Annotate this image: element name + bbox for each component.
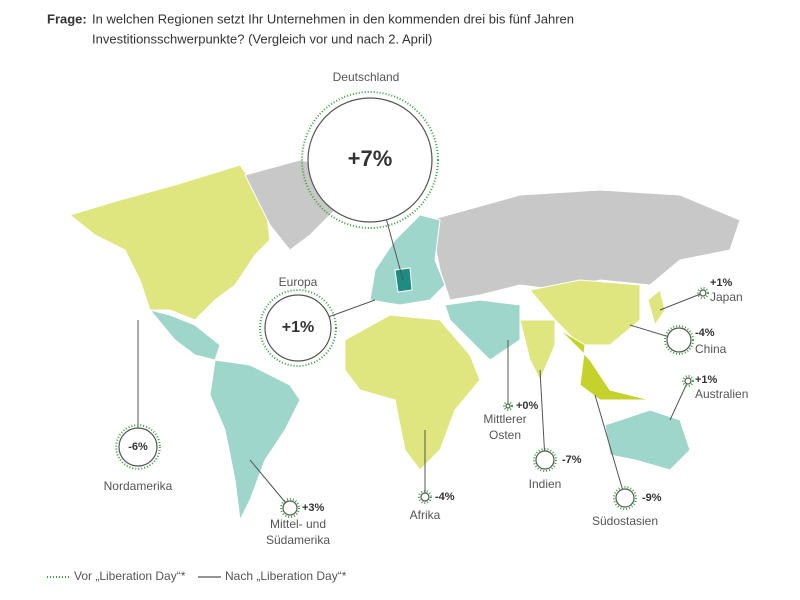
before-circle xyxy=(418,490,432,504)
region-value: -7% xyxy=(562,454,582,466)
south-america xyxy=(209,359,301,522)
before-circle xyxy=(682,375,694,387)
leader-line xyxy=(539,369,546,461)
leader-line xyxy=(669,380,689,421)
region-label: Osten xyxy=(489,428,521,442)
china xyxy=(529,279,641,346)
region-value: +0% xyxy=(516,400,539,412)
after-circle xyxy=(699,289,707,297)
leader-line xyxy=(659,292,704,311)
before-circle xyxy=(280,498,300,518)
after-circle xyxy=(420,492,430,502)
europe xyxy=(369,214,446,306)
region-label: Indien xyxy=(529,477,562,491)
before-circle xyxy=(613,486,637,510)
region-label: Südamerika xyxy=(266,533,330,547)
after-circle xyxy=(505,403,511,409)
middle-east xyxy=(444,299,521,361)
region-value: +1% xyxy=(695,374,718,386)
after-circle xyxy=(264,294,332,362)
region-value: -9% xyxy=(642,492,662,504)
before-circle xyxy=(664,325,694,355)
africa xyxy=(344,314,481,471)
question-line: In welchen Regionen setzt Ihr Unternehme… xyxy=(92,11,574,26)
before-circle xyxy=(697,287,709,299)
before-circle xyxy=(259,289,337,367)
region-value: +7% xyxy=(348,146,393,171)
japan xyxy=(647,289,666,327)
north-america xyxy=(68,164,271,321)
after-circle xyxy=(282,500,298,516)
region-label: Japan xyxy=(710,290,743,304)
region-value: +3% xyxy=(302,502,325,514)
legend-label: Vor „Liberation Day“* xyxy=(74,569,186,583)
before-circle xyxy=(301,91,439,229)
region-value: +1% xyxy=(710,277,733,289)
question-label: Frage: xyxy=(47,11,87,26)
before-circle xyxy=(533,448,557,472)
region-value: +1% xyxy=(282,319,314,336)
after-circle xyxy=(666,327,692,353)
after-circle xyxy=(118,427,158,467)
central-america xyxy=(148,309,221,361)
region-label: Mittlerer xyxy=(483,412,526,426)
question-line: Investitionsschwerpunkte? (Vergleich vor… xyxy=(92,31,432,46)
region-label: Europa xyxy=(279,275,318,289)
world-map xyxy=(68,159,741,522)
region-value: -4% xyxy=(435,491,455,503)
india xyxy=(519,319,556,382)
before-circle xyxy=(115,424,161,470)
region-label: Australien xyxy=(695,387,748,401)
legend: Vor „Liberation Day“* Nach „Liberation D… xyxy=(47,569,347,583)
region-label: Afrika xyxy=(410,508,441,522)
after-circle xyxy=(615,488,635,508)
australia xyxy=(604,409,691,471)
legend-label: Nach „Liberation Day“* xyxy=(225,569,347,583)
before-circle xyxy=(503,401,513,411)
region-value: -4% xyxy=(695,327,715,339)
after-circle xyxy=(307,97,433,223)
after-circle xyxy=(684,377,692,385)
region-label: Deutschland xyxy=(333,70,400,84)
region-label: Mittel- und xyxy=(270,517,326,531)
callouts: +7% Deutschland +1% Europa -6% Nordamerika +3%… xyxy=(104,70,749,547)
region-label: Nordamerika xyxy=(104,479,173,493)
leader-line xyxy=(249,459,291,509)
after-circle xyxy=(535,450,555,470)
russia-asia xyxy=(429,189,741,301)
region-label: China xyxy=(695,342,727,356)
region-value: -6% xyxy=(128,441,148,453)
region-label: Südostasien xyxy=(592,514,658,528)
leader-line xyxy=(594,394,626,499)
germany xyxy=(394,267,413,293)
southeast-asia xyxy=(559,329,651,401)
